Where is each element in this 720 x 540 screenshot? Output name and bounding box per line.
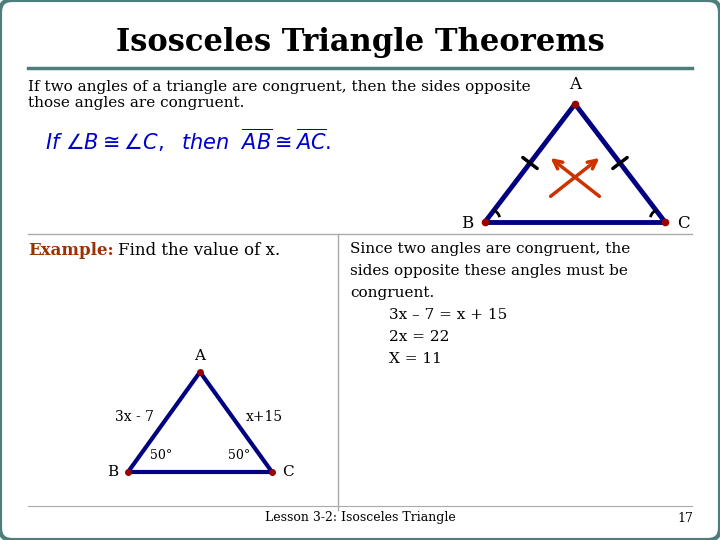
Text: Isosceles Triangle Theorems: Isosceles Triangle Theorems [116,26,604,57]
Text: x+15: x+15 [246,410,283,424]
Text: $\it{If}$ $\angle B \cong \angle C,$  $\it{then}$  $\overline{AB} \cong \overlin: $\it{If}$ $\angle B \cong \angle C,$ $\i… [45,126,331,153]
Text: A: A [194,349,205,363]
Text: Lesson 3-2: Isosceles Triangle: Lesson 3-2: Isosceles Triangle [265,511,455,524]
Text: Find the value of x.: Find the value of x. [118,242,280,259]
Text: B: B [461,215,473,233]
Text: 3x - 7: 3x - 7 [115,410,154,424]
Text: Since two angles are congruent, the: Since two angles are congruent, the [350,242,630,256]
Text: 17: 17 [677,511,693,524]
Text: 50°: 50° [150,449,172,462]
Text: A: A [569,76,581,93]
Text: If two angles of a triangle are congruent, then the sides opposite
those angles : If two angles of a triangle are congruen… [28,80,531,110]
Text: Example:: Example: [28,242,114,259]
Text: congruent.: congruent. [350,286,434,300]
Text: C: C [282,465,294,479]
Text: 2x = 22: 2x = 22 [350,330,449,344]
Text: sides opposite these angles must be: sides opposite these angles must be [350,264,628,278]
Text: B: B [107,465,118,479]
Text: X = 11: X = 11 [350,352,442,366]
Text: 50°: 50° [228,449,250,462]
Text: C: C [677,215,690,233]
Text: 3x – 7 = x + 15: 3x – 7 = x + 15 [350,308,508,322]
